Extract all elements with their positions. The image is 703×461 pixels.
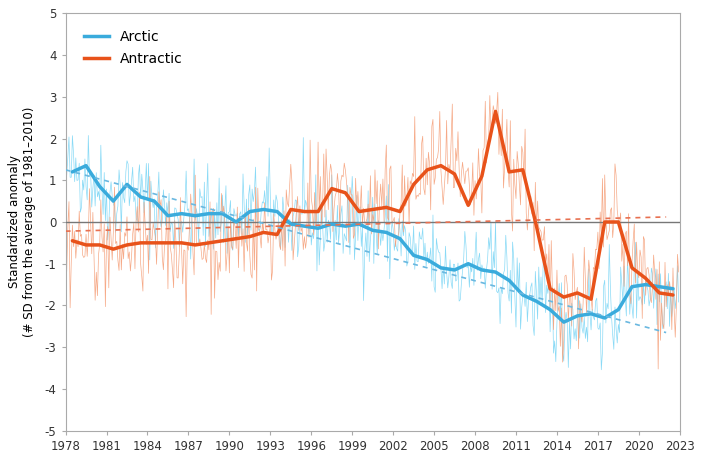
Y-axis label: Standardized anomaly
(# SD from the average of 1981–2010): Standardized anomaly (# SD from the aver…	[8, 107, 37, 337]
Legend: Arctic, Antractic: Arctic, Antractic	[79, 24, 188, 72]
